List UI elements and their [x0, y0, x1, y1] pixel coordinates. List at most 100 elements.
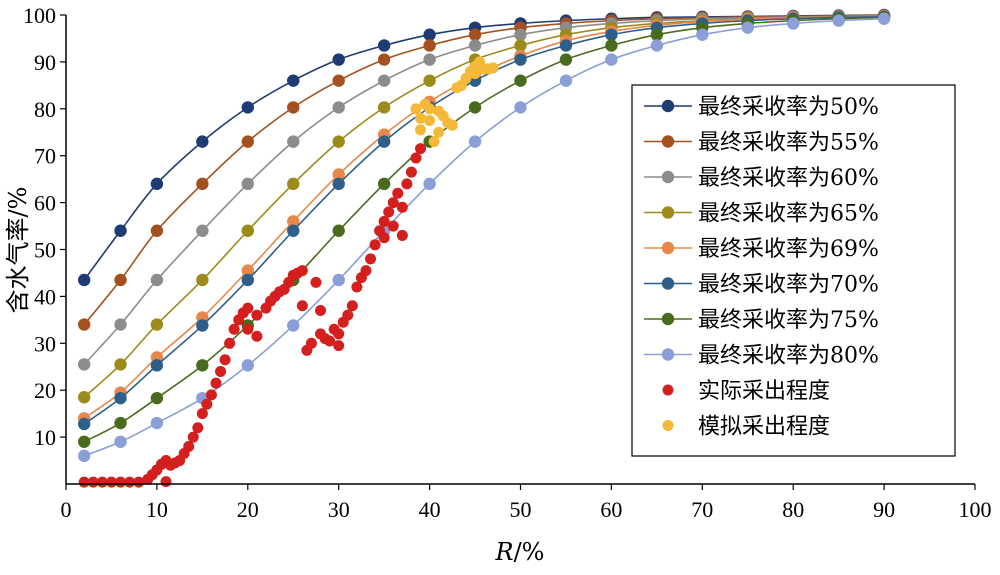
scatter-point — [105, 476, 117, 488]
legend-item: 最终采收率为65% — [644, 202, 879, 227]
scatter-point — [383, 206, 395, 218]
scatter-point — [242, 302, 254, 314]
scatter-point — [251, 309, 263, 321]
scatter-point — [351, 281, 363, 293]
scatter-point — [333, 340, 345, 352]
tick-labels-layer: 0 10 20 30 40 50 60 70 80 90 100 10 20 30 40 50 60 70 80 90… — [23, 3, 992, 522]
x-tick-label: 50 — [510, 497, 532, 522]
series-point — [196, 359, 209, 372]
scatter-point — [296, 265, 308, 277]
series-point — [77, 417, 91, 431]
scatter-point — [192, 422, 204, 434]
series-point — [287, 224, 300, 237]
series-point — [150, 177, 164, 191]
scatter-point — [133, 476, 145, 488]
legend-label: 最终采收率为69% — [698, 237, 879, 262]
x-tick-label: 30 — [328, 497, 350, 522]
scatter-point — [115, 476, 127, 488]
scatter-point — [415, 112, 427, 124]
legend-item: 最终采收率为50% — [644, 95, 879, 120]
series-point — [605, 28, 618, 41]
series-point — [332, 168, 345, 181]
series-point — [650, 39, 664, 52]
series-point — [468, 39, 482, 52]
legend-item: 最终采收率为55% — [644, 131, 879, 156]
series-point — [114, 435, 127, 448]
scatter-point — [415, 143, 427, 155]
legend-items: 最终采收率为50% 最终采收率为55% 最终采收率为60% 最终采收率为65% 最终采收… — [644, 95, 879, 440]
scatter-point — [310, 276, 322, 288]
series-point — [741, 21, 754, 34]
scatter-point — [342, 309, 354, 321]
series-point — [832, 14, 845, 27]
series-point — [559, 39, 573, 52]
scatter-point — [96, 476, 108, 488]
scatter-point — [387, 197, 399, 209]
series-point — [114, 416, 127, 430]
series-point — [114, 273, 127, 287]
series-point — [287, 74, 300, 87]
x-axis-title-variable: R — [495, 538, 514, 566]
scatter-point — [187, 431, 199, 443]
x-axis-title: R/% — [495, 538, 545, 566]
scatter-point — [360, 265, 372, 277]
y-tick-label: 20 — [34, 378, 56, 403]
series-point — [287, 177, 300, 191]
scatter-point — [315, 304, 327, 316]
legend: 最终采收率为50% 最终采收率为55% 最终采收率为60% 最终采收率为65% 最终采收… — [631, 84, 956, 457]
legend-label: 最终采收率为70% — [698, 273, 879, 298]
legend-marker — [661, 312, 675, 326]
scatter-point — [183, 440, 195, 452]
ticks-layer — [60, 14, 976, 490]
scatter-point — [387, 220, 399, 232]
scatter-point — [401, 178, 413, 190]
series-point — [468, 101, 482, 114]
series-point — [332, 101, 345, 114]
legend-item: 最终采收率为70% — [644, 273, 879, 298]
y-tick-label: 100 — [23, 3, 56, 28]
legend-marker — [662, 384, 674, 396]
series-point — [377, 39, 391, 52]
legend-marker — [662, 420, 674, 431]
scatter-point — [428, 136, 440, 148]
series-point — [423, 74, 436, 87]
series-point — [196, 224, 209, 237]
series-point — [377, 177, 391, 191]
scatter-point — [346, 300, 358, 312]
series-point — [559, 74, 573, 87]
series-point — [77, 273, 91, 287]
series-point — [287, 101, 300, 114]
scatter-point — [446, 119, 458, 131]
series-point — [287, 215, 300, 228]
series-8 — [77, 12, 891, 463]
series-point — [377, 53, 391, 66]
series-point — [241, 177, 254, 191]
series-point — [77, 449, 91, 463]
series-point — [332, 273, 345, 287]
series-point — [287, 319, 300, 332]
scatter-point — [201, 398, 213, 410]
scatter-point — [224, 337, 236, 349]
series-point — [605, 53, 618, 66]
scatter-point — [396, 201, 408, 213]
scatter-series-2 — [410, 56, 499, 148]
scatter-point — [210, 377, 222, 389]
scatter-point — [305, 337, 317, 349]
scatter-point — [219, 354, 231, 366]
series-point — [241, 101, 254, 114]
x-tick-label: 70 — [691, 497, 713, 522]
scatter-point — [205, 389, 217, 401]
series-point — [114, 358, 127, 371]
series-point — [696, 28, 709, 41]
scatter-point — [228, 323, 240, 335]
legend-label: 最终采收率为60% — [698, 166, 879, 191]
series-point — [423, 28, 436, 41]
x-tick-label: 10 — [146, 497, 168, 522]
y-tick-label: 50 — [34, 238, 56, 263]
series-point — [605, 39, 618, 52]
legend-item: 模拟采出程度 — [662, 415, 830, 440]
series-point — [241, 273, 254, 287]
x-tick-label: 60 — [600, 497, 622, 522]
scatter-point — [333, 328, 345, 340]
scatter-point — [424, 115, 436, 127]
